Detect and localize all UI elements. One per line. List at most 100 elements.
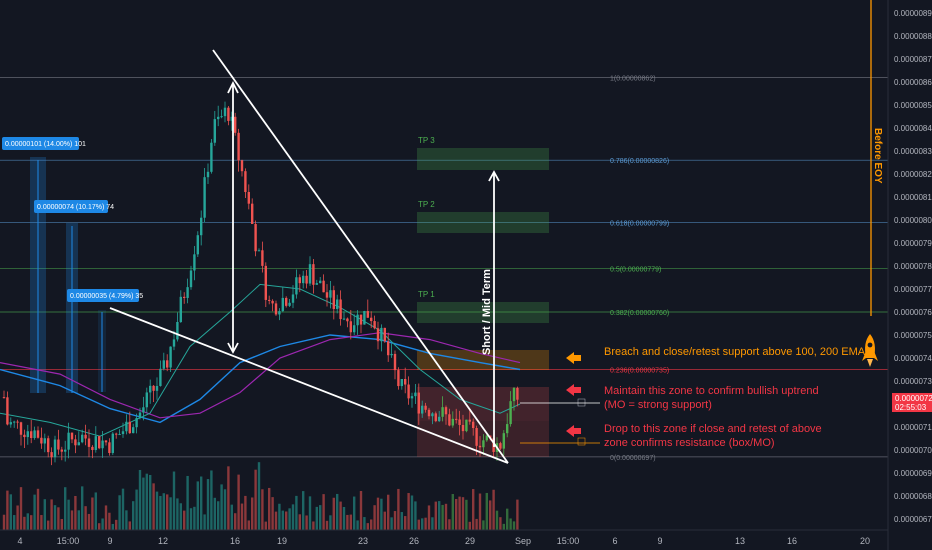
candle-body [366,311,369,318]
volume-bar [359,490,363,530]
price-axis-bg[interactable] [888,0,932,550]
volume-bar [387,494,390,530]
candle-body [264,265,267,300]
time-tick-label: 13 [735,536,745,546]
candle-body [2,397,6,399]
measure-label-1[interactable] [2,137,79,150]
tp3-label: TP 3 [418,136,435,145]
volume-bar [101,518,104,530]
volume-bar [6,490,9,530]
trend-drawings[interactable] [109,49,509,464]
volume-bar [162,493,165,530]
volume-bar [193,506,196,530]
candle-body [121,431,125,435]
measure-label-2[interactable] [34,200,108,213]
candle-body [155,385,159,391]
volume-bar [247,520,250,530]
volume-bar [468,521,471,530]
volume-bar [312,521,315,530]
candle-body [478,445,482,448]
volume-bar [43,499,46,530]
fib-level-label: 0.382(0.00000760) [610,310,669,317]
candle-body [482,440,485,448]
volume-bar [431,517,434,530]
candle-body [509,401,512,425]
volume-bar [502,523,505,530]
candle-body [288,302,291,306]
time-axis[interactable]: 4 15:00 9 12 16 19 23 26 29 Sep 15:00 6 9 13 16 20 [17,536,870,546]
volume-bar [179,503,182,530]
time-tick-label: 6 [612,536,617,546]
candle-body [40,437,43,444]
candle-body [16,421,19,423]
volume-bar [404,516,407,530]
volume-bar [472,489,475,530]
volume-bar [492,489,495,530]
candle-body [125,421,128,432]
candle-body [230,116,233,121]
volume-bar [366,523,369,530]
candle-body [404,378,407,385]
candle-body [176,321,179,340]
ema-lines [0,283,521,437]
candle-body [166,360,169,368]
volume-bar [81,486,84,530]
measure-label-3[interactable] [67,289,139,302]
time-tick-label: 20 [860,536,870,546]
volume-bar [125,510,128,530]
volume-bar [84,506,87,530]
last-price-value: 0.00000723 [895,394,932,403]
upper-trendline[interactable] [212,49,509,464]
candle-body [94,436,97,450]
candle-body [271,300,274,304]
volume-bar [234,513,237,530]
candle-body [30,431,33,439]
fibonacci-retracement[interactable]: 1(0.00000862) 0.786(0.00000826) 0.618(0.00… [0,75,888,462]
volume-bar [434,501,437,530]
lower-trendline[interactable] [109,307,509,464]
volume-bar [264,521,267,530]
candle-body [315,283,318,285]
candle-body [414,392,417,397]
volume-bar [196,481,199,530]
ema-line [0,334,521,424]
candle-body [203,177,206,218]
volume-bar [485,492,488,530]
volume-bar [499,517,502,530]
volume-bar [393,511,397,530]
candle-body [111,433,114,453]
measure-tools[interactable]: 0.00000101 (14.00%) 101 0.00000074 (10.1… [2,137,143,393]
candle-body [13,421,16,423]
volume-bar [458,496,461,530]
measure-text-1: 0.00000101 (14.00%) 101 [5,141,86,148]
volume-bar [308,496,312,530]
candle-body [502,433,505,449]
candle-body [441,407,444,417]
candle-body [455,418,458,420]
candle-body [380,327,383,342]
last-price-tag[interactable] [892,393,932,412]
candle-body [468,419,471,422]
candle-body [206,171,210,178]
volume-bar [336,493,339,530]
volume-bar [9,494,12,530]
candle-body [98,436,101,449]
volume-bar [482,520,485,530]
candle-body [349,321,352,333]
candle-body [448,414,451,426]
candle-body [305,275,308,284]
measure-text-2: 0.00000074 (10.17%) 74 [37,204,114,211]
volume-bar [217,501,220,530]
volume-bar [268,487,271,530]
candle-body [138,412,142,418]
candle-body [227,107,230,121]
candle-body [390,353,393,356]
volume-bar [448,519,451,530]
candle-body [145,392,148,408]
